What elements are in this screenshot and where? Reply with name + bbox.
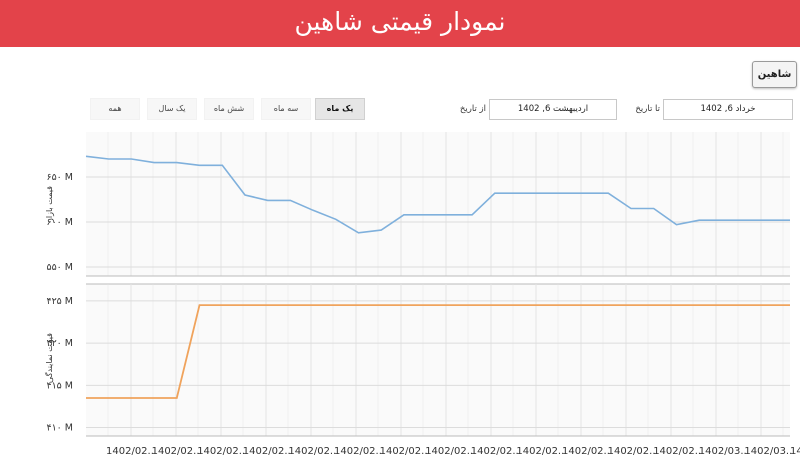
agency-y-tick-label: ۴۱۵ M [46, 380, 73, 391]
market-y-tick-label: ۵۵۰ M [46, 262, 73, 273]
agency-y-tick-label: ۴۱۰ M [46, 423, 73, 434]
x-tick-label: 1402/02.. [152, 446, 200, 457]
agency-plot-area [86, 284, 790, 436]
x-tick-label: 1402/02.. [790, 446, 800, 457]
x-tick-label: 1402/03.. [744, 446, 792, 457]
x-tick-label: 1402/02.. [471, 446, 519, 457]
agency-y-ticks: ۴۱۰ M ۴۱۵ M ۴۲۰ M ۴۲۵ M [46, 296, 73, 434]
range-three-months-button[interactable]: سه ماه [261, 98, 311, 120]
agency-price-chart: ۴۱۰ M ۴۱۵ M ۴۲۰ M ۴۲۵ M قیمت نمایندگی [44, 283, 790, 437]
header-banner: نمودار قیمتی شاهین [0, 0, 800, 47]
x-tick-label: 1402/02.. [288, 446, 336, 457]
market-price-series-line [85, 155, 790, 234]
agency-y-tick-label: ۴۲۰ M [46, 338, 73, 349]
market-y-tick-label: ۶۵۰ M [46, 172, 73, 183]
agency-grid [86, 284, 790, 436]
from-date-label: از تاریخ [459, 104, 486, 114]
to-date-label: تا تاریخ [635, 104, 660, 114]
to-date-input[interactable]: خرداد 6, 1402 [663, 99, 793, 120]
market-plot-area [86, 132, 790, 276]
agency-y-axis-label: قیمت نمایندگی [44, 333, 54, 383]
x-tick-label: 1402/02.. [197, 446, 245, 457]
market-price-chart: ۵۵۰ M ۶۰۰ M ۶۵۰ M قیمت بازار [45, 132, 790, 277]
page-title: نمودار قیمتی شاهین [294, 7, 506, 36]
agency-price-series-line [86, 304, 790, 399]
x-tick-label: 1402/02.. [425, 446, 473, 457]
x-tick-label: 1402/02.. [653, 446, 701, 457]
x-tick-label: 1402/02.. [243, 446, 291, 457]
range-all-button[interactable]: همه [90, 98, 140, 120]
x-tick-label: 1402/02.. [562, 446, 610, 457]
x-tick-label: 1402/02.. [334, 446, 382, 457]
x-tick-label: 1402/03.. [699, 446, 747, 457]
x-tick-label: 1402/02.. [608, 446, 656, 457]
market-grid [86, 132, 790, 276]
market-y-axis-label: قیمت بازار [45, 186, 54, 223]
tab-shahin-button[interactable]: شاهین [752, 61, 797, 88]
range-one-year-button[interactable]: یک سال [147, 98, 197, 120]
range-six-months-button[interactable]: شش ماه [204, 98, 254, 120]
x-tick-label: 1402/02.. [516, 446, 564, 457]
range-one-month-button[interactable]: یک ماه [315, 98, 365, 120]
x-tick-label: 1402/02.. [106, 446, 154, 457]
market-y-tick-label: ۶۰۰ M [46, 217, 73, 228]
x-axis-ticks: 1402/02..1402/02..1402/02..1402/02..1402… [106, 446, 800, 457]
market-y-ticks: ۵۵۰ M ۶۰۰ M ۶۵۰ M [46, 172, 73, 273]
agency-y-tick-label: ۴۲۵ M [46, 296, 73, 307]
from-date-input[interactable]: اردیبهشت 6, 1402 [489, 99, 617, 120]
x-tick-label: 1402/02.. [380, 446, 428, 457]
